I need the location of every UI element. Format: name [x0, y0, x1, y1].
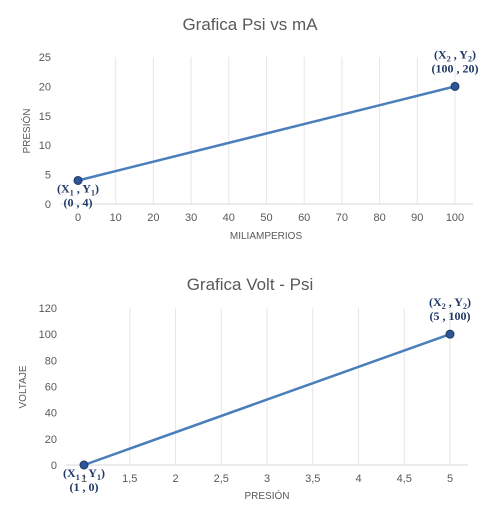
x-tick-label: 40: [223, 212, 235, 224]
subscript: 2: [442, 302, 446, 311]
x-tick-label: 1,5: [122, 473, 137, 485]
y-tick-label: 0: [51, 460, 57, 472]
x-tick-label: 5: [447, 473, 453, 485]
data-point: [79, 460, 89, 470]
label-part: ,: [80, 466, 89, 480]
y-tick-label: 5: [45, 170, 51, 182]
data-point: [73, 175, 83, 185]
x-tick-label: 1: [81, 473, 87, 485]
data-point: [445, 329, 455, 339]
point-coords: (0 , 4): [64, 195, 93, 209]
x-tick-label: 70: [336, 212, 348, 224]
label-part: Y: [88, 466, 97, 480]
label-part: (: [63, 466, 67, 480]
x-axis-label: MILIAMPERIOS: [230, 231, 303, 242]
subscript: 2: [463, 302, 467, 311]
label-part: Y: [82, 181, 91, 195]
point-label: (X1 , Y1): [57, 181, 99, 197]
label-part: (: [57, 181, 61, 195]
point-coords: (100 , 20): [432, 61, 479, 75]
x-tick-label: 80: [373, 212, 385, 224]
x-tick-label: 60: [298, 212, 310, 224]
y-axis-label: PRESIÓN: [20, 108, 33, 153]
data-point: [450, 81, 460, 91]
label-part: ): [101, 466, 105, 480]
label-part: X: [438, 47, 447, 61]
x-tick-label: 4: [355, 473, 361, 485]
y-axis-label: VOLTAJE: [18, 365, 29, 408]
label-part: ): [467, 295, 471, 309]
chart-volt-vs-psi: Grafica Volt - Psi PRESIÓN VOLTAJE 1 1,5 2…: [18, 275, 471, 502]
y-tick-label: 10: [39, 140, 51, 152]
point-coords: (1 , 0): [70, 480, 99, 494]
y-tick-label: 20: [39, 81, 51, 93]
y-tick-label: 60: [45, 382, 57, 394]
y-tick-label: 15: [39, 111, 51, 123]
y-tick-label: 25: [39, 52, 51, 64]
point-label: (X1 , Y1): [63, 466, 105, 482]
x-tick-label: 50: [260, 212, 272, 224]
label-part: (: [429, 295, 433, 309]
label-part: X: [61, 181, 70, 195]
x-tick-label: 3,5: [305, 473, 320, 485]
point-label: (X2 , Y2): [429, 295, 471, 311]
label-part: ,: [446, 295, 455, 309]
label-part: Y: [454, 295, 463, 309]
subscript: 1: [97, 473, 101, 482]
x-tick-label: 2: [172, 473, 178, 485]
label-part: ): [472, 47, 476, 61]
x-tick-label: 4,5: [397, 473, 412, 485]
x-tick-label: 100: [446, 212, 464, 224]
label-part: Y: [459, 47, 468, 61]
x-tick-label: 90: [411, 212, 423, 224]
subscript: 1: [70, 188, 74, 197]
label-part: ): [95, 181, 99, 195]
label-part: ,: [451, 47, 460, 61]
subscript: 2: [447, 54, 451, 63]
chart-title: Grafica Volt - Psi: [187, 275, 314, 294]
subscript: 2: [468, 54, 472, 63]
chart-psi-vs-ma: Grafica Psi vs mA MILIAMPERIOS PRESIÓN 0…: [20, 15, 479, 242]
x-tick-label: 30: [185, 212, 197, 224]
point-label: (X2 , Y2): [434, 47, 476, 63]
label-part: ,: [74, 181, 83, 195]
subscript: 1: [76, 473, 80, 482]
x-tick-label: 2,5: [214, 473, 229, 485]
x-tick-label: 0: [75, 212, 81, 224]
y-tick-label: 20: [45, 434, 57, 446]
point-coords: (5 , 100): [430, 309, 471, 323]
x-tick-label: 10: [110, 212, 122, 224]
series-line: [83, 332, 451, 467]
label-part: X: [67, 466, 76, 480]
x-tick-label: 3: [264, 473, 270, 485]
label-part: (: [434, 47, 438, 61]
label-part: X: [433, 295, 442, 309]
y-tick-label: 40: [45, 408, 57, 420]
y-tick-label: 100: [39, 329, 57, 341]
subscript: 1: [91, 188, 95, 197]
y-tick-label: 0: [45, 199, 51, 211]
chart-title: Grafica Psi vs mA: [182, 15, 318, 34]
y-tick-label: 120: [39, 303, 57, 315]
x-tick-label: 20: [147, 212, 159, 224]
series-line: [77, 85, 456, 182]
x-axis-label: PRESIÓN: [244, 489, 289, 502]
y-tick-label: 80: [45, 355, 57, 367]
